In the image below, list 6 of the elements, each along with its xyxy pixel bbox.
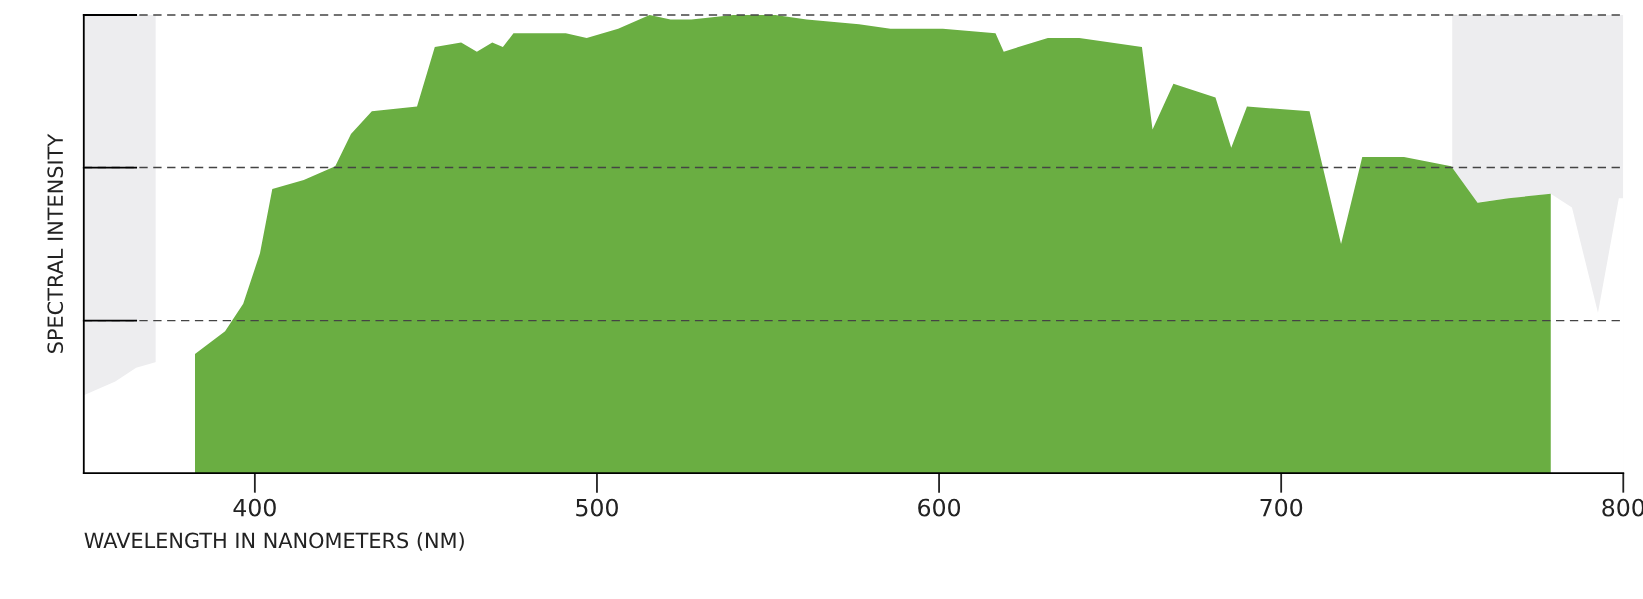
x-tick-label: 400: [233, 498, 276, 517]
x-tick-label: 600: [918, 498, 961, 517]
y-axis-title: SPECTRAL INTENSITY: [47, 133, 64, 353]
x-tick-label: 700: [1260, 498, 1303, 517]
x-axis-title: WAVELENGTH IN NANOMETERS (NM): [84, 532, 464, 551]
x-tick-label: 500: [576, 498, 618, 517]
